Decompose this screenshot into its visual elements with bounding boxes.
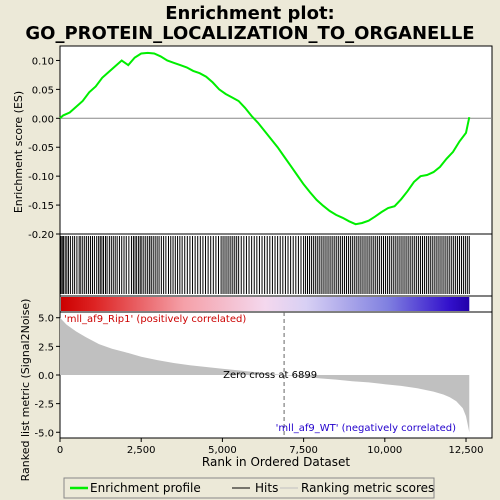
es-y-tick-label: -0.20 <box>28 230 54 241</box>
legend-metric-label: Ranking metric scores <box>301 481 434 495</box>
ranking-metric-area <box>60 317 470 433</box>
legend-hits-label: Hits <box>255 481 278 495</box>
metric-y-tick-label: -5.0 <box>34 428 54 439</box>
legend-es-label: Enrichment profile <box>90 481 201 495</box>
enrichment-profile-line <box>59 51 471 226</box>
es-y-tick-label: -0.15 <box>28 201 54 212</box>
metric-y-tick-label: -2.5 <box>34 400 54 411</box>
es-y-tick-label: 0.05 <box>32 85 54 96</box>
es-y-tick-label: -0.05 <box>28 143 54 154</box>
x-tick-label: 0 <box>57 445 63 456</box>
x-axis: 0 2,500 5,000 7,500 10,000 12,500 <box>57 438 484 456</box>
es-y-tick-label: 0.10 <box>32 56 54 67</box>
metric-y-tick-label: 5.0 <box>38 314 54 325</box>
x-axis-label: Rank in Ordered Dataset <box>202 455 350 469</box>
chart-title-line1: Enrichment plot: <box>165 3 335 24</box>
x-tick-label: 7,500 <box>289 445 318 456</box>
x-tick-label: 2,500 <box>127 445 156 456</box>
chart-title-line2: GO_PROTEIN_LOCALIZATION_TO_ORGANELLE <box>25 23 474 44</box>
es-y-tick-label: -0.10 <box>28 172 54 183</box>
ranking-heatmap-bar <box>61 297 470 311</box>
x-tick-label: 5,000 <box>208 445 237 456</box>
es-panel <box>59 45 493 235</box>
metric-y-tick-label: 2.5 <box>38 342 54 353</box>
hits-panel <box>59 233 493 297</box>
es-y-axis: 0.10 0.05 0.00 -0.05 -0.10 -0.15 -0.20 <box>28 56 60 241</box>
x-tick-label: 12,500 <box>449 445 484 456</box>
metric-y-label: Ranked list metric (Signal2Noise) <box>19 299 32 482</box>
hits-marks <box>60 236 470 294</box>
negative-label: 'mll_af9_WT' (negatively correlated) <box>276 423 456 434</box>
es-y-tick-label: 0.00 <box>32 114 54 125</box>
positive-label: 'mll_af9_Rip1' (positively correlated) <box>64 314 246 325</box>
metric-y-axis: 5.0 2.5 0.0 -2.5 -5.0 <box>34 314 60 439</box>
es-y-label: Enrichment score (ES) <box>12 91 25 213</box>
metric-y-tick-label: 0.0 <box>38 371 54 382</box>
zero-cross-label: Zero cross at 6899 <box>223 370 317 381</box>
x-tick-label: 10,000 <box>367 445 402 456</box>
